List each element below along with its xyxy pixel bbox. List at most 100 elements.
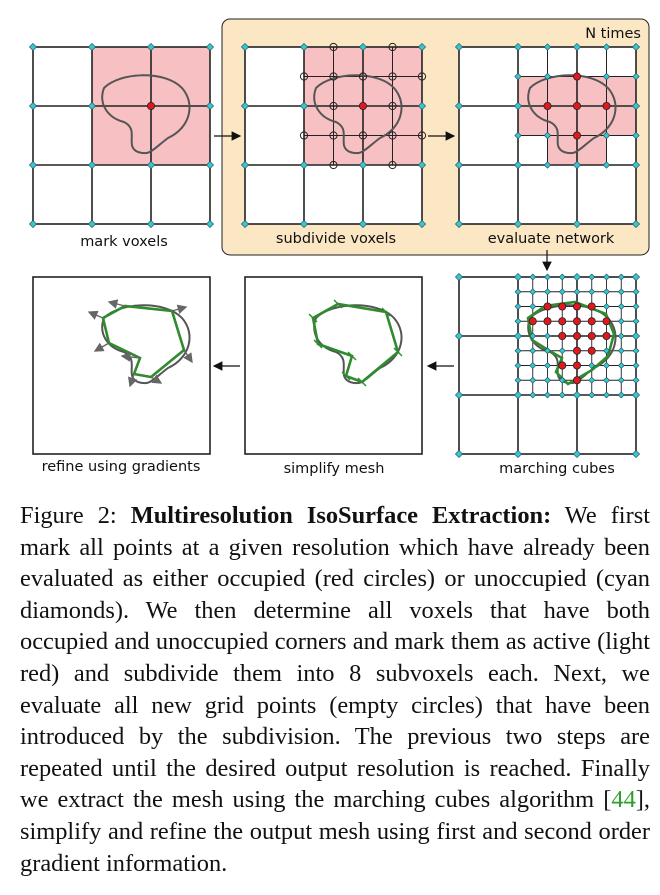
unoccupied-point: [631, 101, 641, 111]
occupied-point: [587, 331, 596, 340]
new-grid-point: [329, 160, 338, 170]
unoccupied-point: [632, 303, 640, 310]
unoccupied-point: [205, 42, 215, 52]
unoccupied-point: [588, 376, 596, 384]
unoccupied-point: [358, 219, 368, 229]
unoccupied-point: [588, 273, 596, 281]
unoccupied-point: [603, 391, 610, 399]
panel-refine-gradients: [32, 276, 211, 455]
occupied-point: [573, 72, 582, 81]
unoccupied-point: [543, 161, 552, 169]
caption-text-2: ], simplify and refine the output mesh u…: [20, 786, 650, 877]
unoccupied-point: [28, 42, 38, 52]
unoccupied-point: [572, 160, 582, 170]
unoccupied-point: [513, 219, 523, 229]
occupied-point: [587, 346, 596, 355]
unoccupied-point: [513, 331, 523, 341]
occupied-point: [528, 317, 537, 326]
citation-link[interactable]: 44: [611, 786, 636, 814]
caption-prefix: Figure 2:: [20, 502, 131, 529]
occupied-point: [602, 317, 611, 326]
new-grid-point: [358, 72, 368, 81]
unoccupied-point: [454, 390, 464, 400]
label-subdivide-voxels: subdivide voxels: [276, 231, 396, 247]
occupied-point: [558, 331, 567, 340]
panel-marching-cubes: [454, 272, 641, 459]
unoccupied-point: [529, 376, 537, 384]
unoccupied-point: [299, 42, 309, 52]
unoccupied-point: [240, 101, 250, 111]
figure-2: N times mark voxels subdivide voxels: [28, 18, 650, 477]
unoccupied-point: [603, 288, 610, 296]
label-evaluate-network: evaluate network: [488, 231, 615, 247]
occupied-point: [543, 302, 552, 311]
occupied-point: [573, 102, 582, 111]
mesh-vertex-tick: [347, 351, 357, 361]
unoccupied-point: [573, 288, 581, 296]
unoccupied-point: [632, 347, 640, 355]
occupied-point: [573, 331, 582, 340]
unoccupied-point: [417, 42, 427, 52]
isosurface-curve: [101, 304, 191, 385]
unoccupied-point: [514, 362, 522, 369]
unoccupied-point: [514, 347, 522, 355]
new-grid-point: [388, 72, 397, 81]
unoccupied-point: [544, 332, 551, 340]
unoccupied-point: [513, 390, 523, 400]
unoccupied-point: [529, 347, 537, 355]
occupied-point: [558, 361, 567, 370]
unoccupied-point: [454, 449, 464, 459]
occupied-point: [587, 317, 596, 326]
unoccupied-point: [513, 160, 523, 170]
unoccupied-point: [544, 347, 551, 355]
occupied-point: [146, 102, 155, 111]
unoccupied-point: [632, 362, 640, 369]
label-refine-gradients: refine using gradients: [42, 459, 201, 475]
occupied-point: [587, 302, 596, 311]
occupied-point: [573, 346, 582, 355]
unoccupied-point: [529, 391, 537, 399]
unoccupied-point: [543, 72, 552, 81]
new-grid-point: [388, 101, 397, 111]
occupied-point: [602, 331, 611, 340]
occupied-point: [543, 317, 552, 326]
mesh-vertex-tick: [333, 299, 343, 309]
unoccupied-point: [514, 317, 522, 325]
unoccupied-point: [87, 42, 97, 52]
unoccupied-point: [558, 273, 566, 281]
new-grid-point: [417, 131, 427, 140]
unoccupied-point: [544, 362, 551, 369]
gradient-arrow: [107, 299, 126, 309]
unoccupied-point: [514, 72, 522, 81]
unoccupied-point: [28, 219, 38, 229]
unoccupied-point: [617, 391, 625, 399]
unoccupied-point: [299, 219, 309, 229]
unoccupied-point: [603, 362, 610, 369]
unoccupied-point: [603, 273, 610, 281]
unoccupied-point: [631, 331, 641, 341]
label-simplify-mesh: simplify mesh: [284, 461, 385, 477]
new-grid-point: [388, 42, 397, 52]
unoccupied-point: [205, 101, 215, 111]
gradient-arrow: [120, 352, 141, 362]
unoccupied-point: [632, 288, 640, 296]
unoccupied-point: [572, 449, 582, 459]
unoccupied-point: [240, 160, 250, 170]
unoccupied-point: [588, 391, 596, 399]
unoccupied-point: [146, 160, 156, 170]
panel-evaluate-network: [454, 42, 641, 229]
unoccupied-point: [240, 42, 250, 52]
occupied-point: [358, 102, 367, 111]
extracted-mesh: [526, 300, 616, 386]
isosurface-curve: [527, 74, 617, 155]
unoccupied-point: [454, 160, 464, 170]
unoccupied-point: [87, 219, 97, 229]
mesh-vertex-tick: [308, 313, 318, 323]
unoccupied-point: [602, 43, 611, 51]
unoccupied-point: [632, 376, 640, 384]
unoccupied-point: [529, 362, 537, 369]
new-grid-point: [329, 72, 338, 81]
caption-text-1: We first mark all points at a given reso…: [20, 502, 650, 814]
occupied-point: [543, 102, 552, 111]
unoccupied-point: [632, 72, 640, 81]
